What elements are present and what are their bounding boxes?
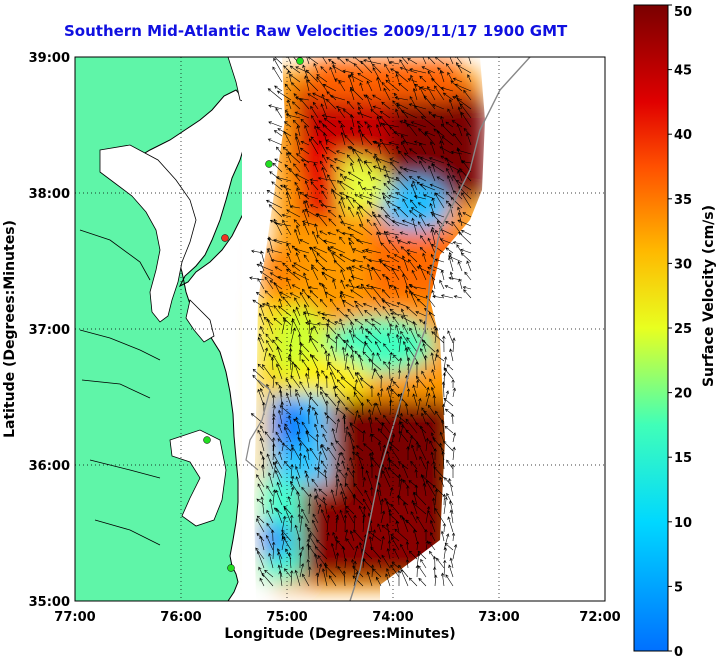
y-tick-label: 39:00	[29, 51, 70, 66]
plot-frame	[74, 56, 606, 602]
x-tick-label: 75:00	[266, 610, 307, 625]
land-mass	[75, 57, 283, 601]
station-marker	[227, 564, 235, 572]
river-water	[79, 229, 161, 546]
colorbar-tick-label: 15	[674, 451, 692, 466]
sound-water	[169, 429, 227, 527]
station-marker	[296, 57, 304, 65]
station-marker	[221, 234, 229, 242]
colorbar-tick-label: 45	[674, 64, 692, 79]
y-tick-label: 36:00	[29, 459, 70, 474]
station-marker	[203, 436, 211, 444]
shelf-break-contour	[349, 57, 531, 601]
x-tick-label: 74:00	[372, 610, 413, 625]
y-tick-label: 37:00	[29, 323, 70, 338]
colorbar-tick-label: 40	[674, 128, 692, 143]
inner-contour	[245, 379, 271, 471]
map-title: Southern Mid-Atlantic Raw Velocities 200…	[64, 22, 568, 40]
colorbar-tick-label: 0	[674, 645, 683, 659]
colorbar-tick-label: 5	[674, 580, 683, 595]
colorbar-tick-label: 30	[674, 257, 692, 272]
velocity-arrow-set	[249, 57, 472, 587]
y-tick-label: 38:00	[29, 187, 70, 202]
y-axis-label: Latitude (Degrees:Minutes)	[2, 220, 18, 438]
y-tick-label: 35:00	[29, 595, 70, 610]
x-axis-label: Longitude (Degrees:Minutes)	[224, 626, 455, 642]
colorbar-tick-label: 50	[674, 5, 692, 20]
x-tick-label: 76:00	[160, 610, 201, 625]
x-tick-label: 72:00	[579, 610, 620, 625]
bay-water-inlet	[185, 299, 215, 343]
radar-stations	[203, 57, 304, 572]
x-tick-label: 73:00	[478, 610, 519, 625]
colorbar-tick-label: 25	[674, 322, 692, 337]
grid-lines	[75, 57, 605, 601]
x-axis: 77:00 76:00 75:00 74:00 73:00 72:00 Long…	[54, 610, 620, 642]
colorbar-tick-label: 20	[674, 387, 692, 402]
velocity-vectors	[249, 57, 472, 587]
colorbar-tick-label: 35	[674, 193, 692, 208]
colorbar-gradient	[633, 4, 669, 652]
field-mask	[380, 57, 605, 601]
y-axis: 39:00 38:00 37:00 36:00 35:00 Latitude (…	[2, 51, 70, 610]
bay-water	[99, 144, 197, 323]
x-tick-label: 77:00	[54, 610, 95, 625]
station-marker	[265, 160, 273, 168]
colorbar-tick-label: 10	[674, 516, 692, 531]
colorbar-label: Surface Velocity (cm/s)	[701, 205, 717, 387]
